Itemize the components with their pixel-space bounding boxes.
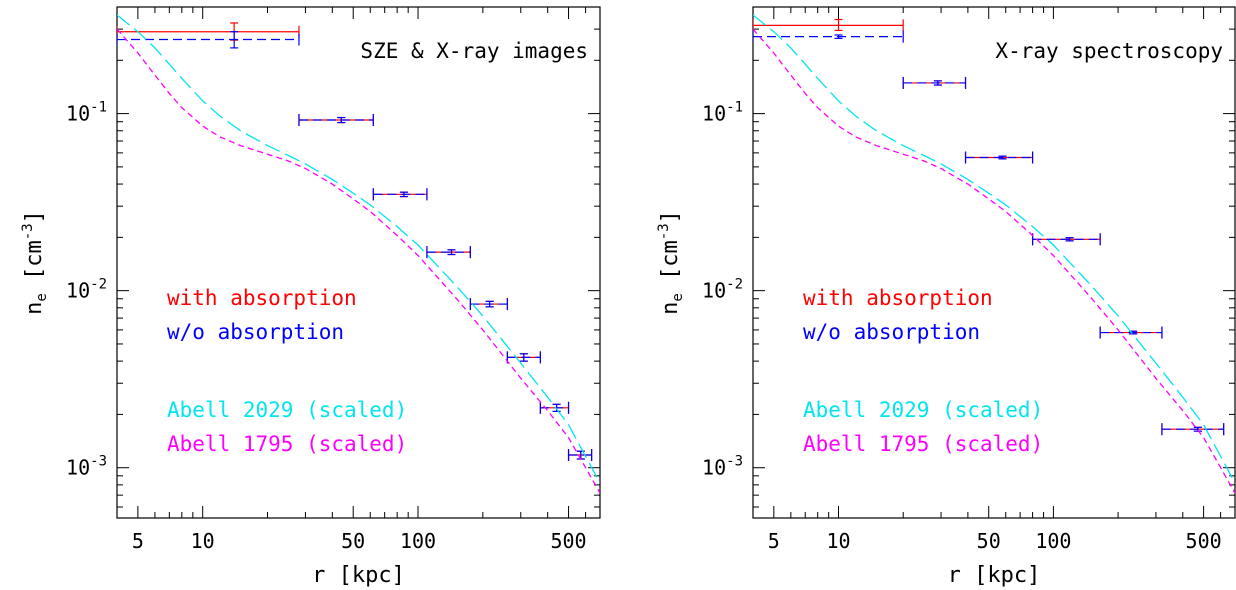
x-tick-label: 500 (1186, 529, 1222, 553)
legend-entry: Abell 2029 (scaled) (803, 398, 1043, 422)
legend-entry: w/o absorption (803, 320, 980, 344)
x-tick-label: 10 (826, 529, 850, 553)
y-axis-label: ne [cm-3] (656, 210, 686, 315)
x-tick-label: 5 (132, 529, 144, 553)
series-abell-1795-scaled- (753, 28, 1235, 494)
x-axis: 5 10 50 100 500 r [kpc] (116, 7, 601, 588)
series-with-absorption (117, 22, 593, 461)
legend: with absorption w/o absorption Abell 2029 … (167, 286, 407, 456)
legend-entry: Abell 2029 (scaled) (167, 398, 407, 422)
legend-entry: Abell 1795 (scaled) (803, 432, 1043, 456)
legend: with absorption w/o absorption Abell 2029 … (803, 286, 1043, 456)
legend-entry: with absorption (803, 286, 993, 310)
series-abell-2029-scaled- (753, 14, 1235, 484)
series-w-o-absorption (117, 31, 593, 461)
x-tick-label: 50 (977, 529, 1001, 553)
y-axis: 10-1 10-2 10-3 ne [cm-3] (20, 6, 600, 508)
x-axis-label: r [kpc] (312, 563, 405, 588)
y-tick-label: 10-1 (702, 100, 743, 126)
model-curve (753, 14, 1235, 484)
model-curve (117, 28, 600, 494)
y-tick-label: 10-1 (66, 100, 107, 126)
series-abell-2029-scaled- (117, 14, 600, 484)
x-tick-label: 100 (1035, 529, 1071, 553)
y-tick-label: 10-3 (66, 454, 107, 480)
legend-entry: Abell 1795 (scaled) (167, 432, 407, 456)
series-w-o-absorption (753, 30, 1225, 436)
x-tick-label: 50 (341, 529, 365, 553)
panel-title: X-ray spectroscopy (995, 39, 1223, 63)
legend-entry: with absorption (167, 286, 357, 310)
x-tick-label: 500 (550, 529, 586, 553)
legend-entry: w/o absorption (167, 320, 344, 344)
x-axis: 5 10 50 100 500 r [kpc] (752, 7, 1236, 588)
x-tick-label: 5 (768, 529, 780, 553)
y-tick-label: 10-2 (702, 277, 743, 303)
panel-1: 5 10 50 100 500 r [kpc] 10-1 10-2 10-3 ne [cm-3] S… (20, 6, 601, 588)
y-tick-label: 10-2 (66, 277, 107, 303)
x-tick-label: 100 (400, 529, 436, 553)
model-curve (117, 14, 600, 484)
series-with-absorption (753, 18, 1225, 436)
x-axis-label: r [kpc] (948, 563, 1041, 588)
panel-2: 5 10 50 100 500 r [kpc] 10-1 10-2 10-3 ne [cm-3] X… (656, 6, 1236, 588)
y-axis-label: ne [cm-3] (20, 210, 50, 315)
model-curve (753, 28, 1235, 494)
y-tick-label: 10-3 (702, 454, 743, 480)
plot-frame (752, 6, 1236, 519)
plot-frame (116, 6, 601, 519)
panel-title: SZE & X-ray images (360, 39, 588, 63)
plot-area (753, 14, 1235, 494)
x-tick-label: 10 (191, 529, 215, 553)
plot-area (117, 14, 600, 494)
series-abell-1795-scaled- (117, 28, 600, 494)
